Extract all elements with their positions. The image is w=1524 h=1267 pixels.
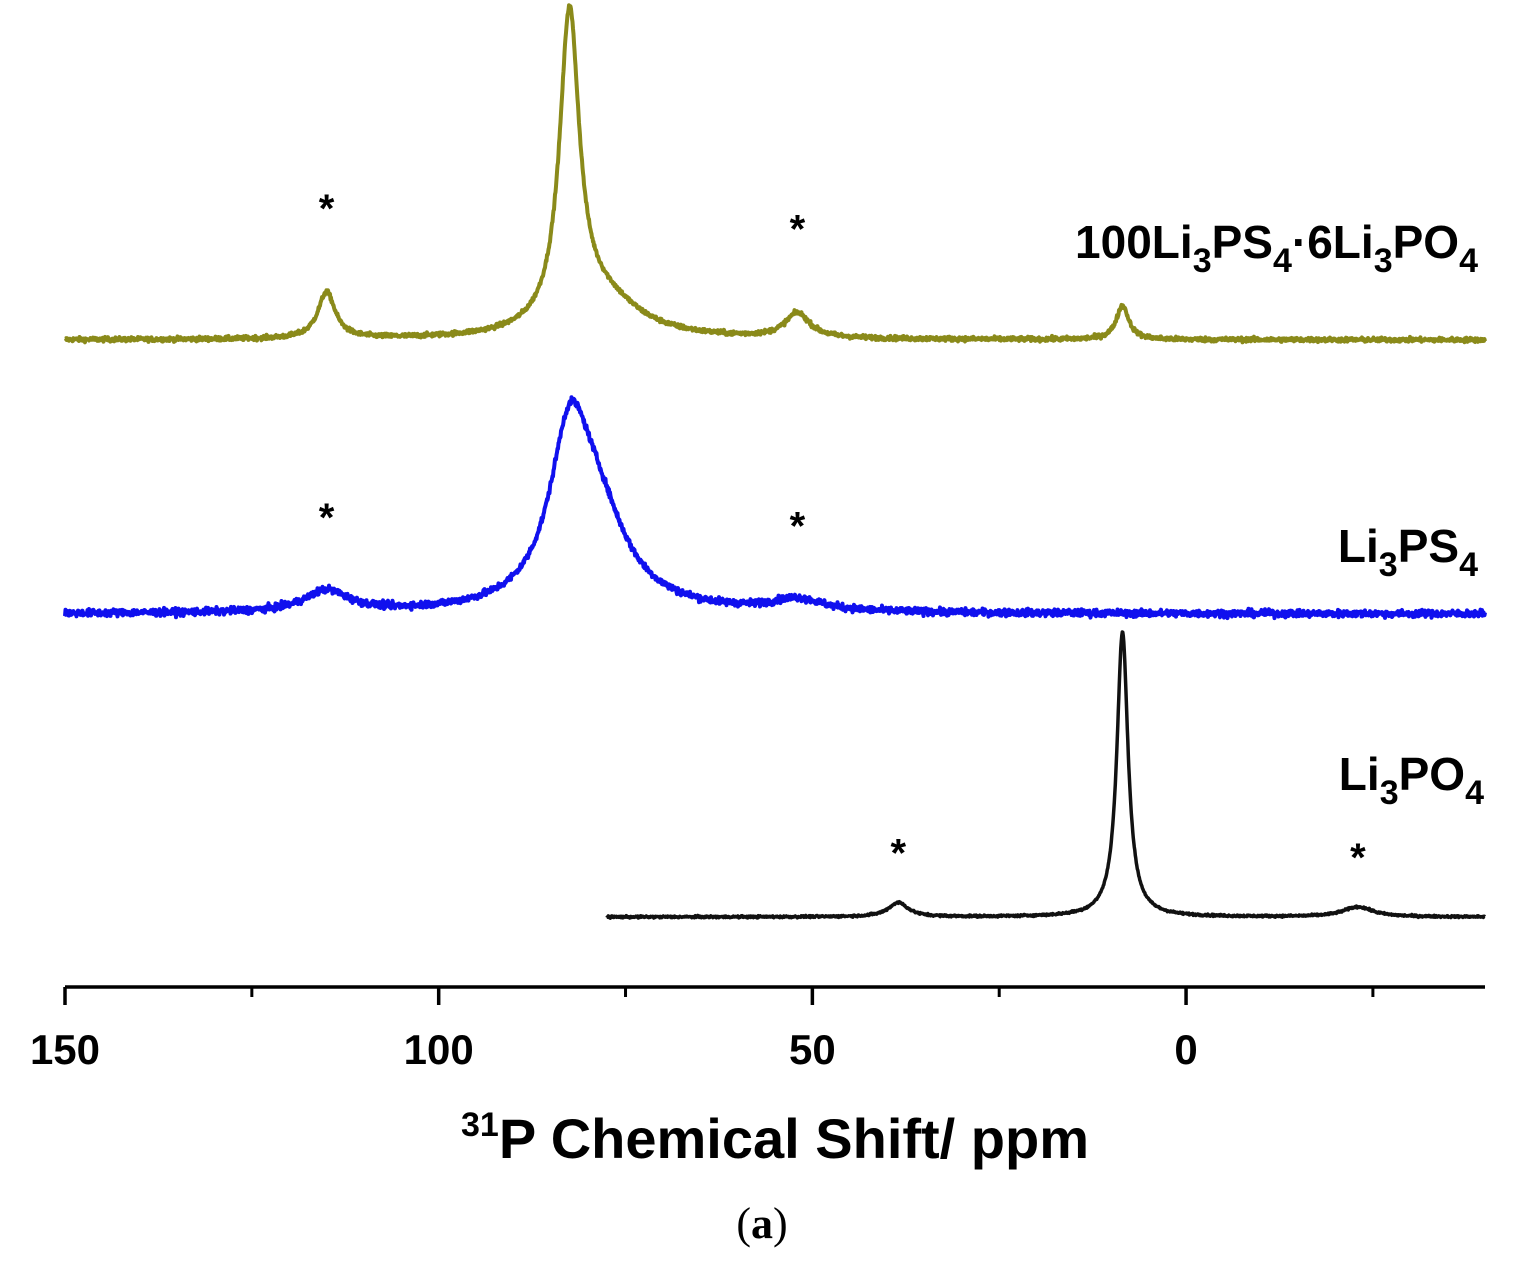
tick-label-2: 100	[404, 1026, 474, 1073]
sideband-star-2-2: *	[790, 504, 806, 548]
caption-close-paren: )	[773, 1199, 788, 1248]
label-text: PS	[1212, 216, 1273, 268]
label-subscript: 4	[1273, 242, 1292, 280]
figure-caption: (a)	[736, 1199, 787, 1248]
caption-open-paren: (	[736, 1199, 751, 1248]
label-subscript: 3	[1374, 242, 1393, 280]
label-text: Li	[1339, 748, 1380, 800]
spinning-sideband-markers: * * * * * *	[319, 187, 1366, 880]
label-text: PS	[1398, 520, 1459, 572]
label-subscript: 3	[1193, 242, 1212, 280]
x-axis: 150 100 50 0	[30, 985, 1485, 1073]
label-text: ·6Li	[1292, 216, 1374, 268]
series-label-3: Li3PO4	[1339, 748, 1484, 812]
label-subscript: 4	[1465, 774, 1484, 812]
sideband-star-1-1: *	[319, 187, 335, 231]
label-text: PO	[1399, 748, 1465, 800]
tick-label-3: 50	[789, 1026, 836, 1073]
x-axis-title-text: P Chemical Shift/ ppm	[499, 1107, 1089, 1170]
sideband-star-1-2: *	[790, 207, 806, 251]
x-axis-title-superscript: 31	[461, 1106, 499, 1144]
sideband-star-3-2: *	[1350, 836, 1366, 880]
label-text: 100Li	[1075, 216, 1193, 268]
label-text: Li	[1338, 520, 1379, 572]
x-axis-title: 31P Chemical Shift/ ppm	[461, 1106, 1089, 1170]
tick-label-1: 150	[30, 1026, 100, 1073]
tick-label-4: 0	[1174, 1026, 1197, 1073]
label-text: PO	[1393, 216, 1459, 268]
label-subscript: 4	[1459, 546, 1478, 584]
caption-letter: a	[751, 1199, 773, 1248]
label-subscript: 3	[1380, 774, 1399, 812]
label-subscript: 3	[1379, 546, 1398, 584]
sideband-star-3-1: *	[891, 832, 907, 876]
series-label-2: Li3PS4	[1338, 520, 1478, 584]
x-axis-ticks: 150 100 50 0	[30, 987, 1375, 1073]
series-line-2	[63, 395, 1487, 621]
label-subscript: 4	[1459, 242, 1478, 280]
series-label-1: 100Li3PS4·6Li3PO4	[1075, 216, 1478, 280]
series-line-3	[605, 630, 1487, 920]
sideband-star-2-1: *	[319, 496, 335, 540]
series-line-1	[63, 3, 1487, 345]
spectrum-traces	[63, 3, 1487, 920]
